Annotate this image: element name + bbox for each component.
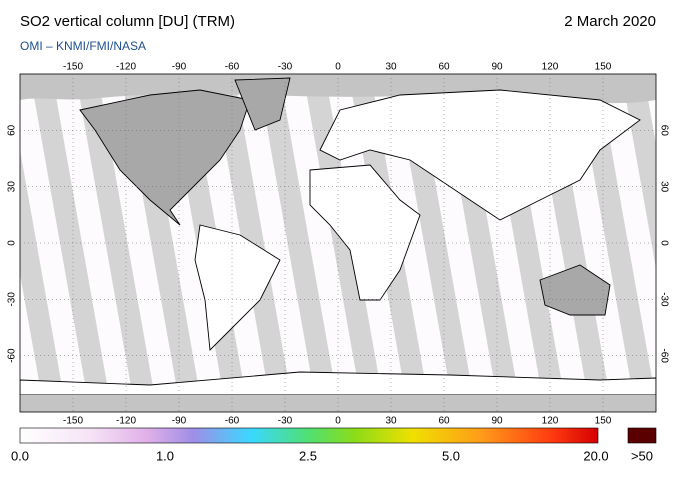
lat-tick-label: 60 bbox=[658, 125, 669, 137]
colorbar-label: 5.0 bbox=[442, 448, 460, 463]
lon-tick-label: 120 bbox=[542, 416, 559, 427]
lon-tick-label: 150 bbox=[595, 416, 612, 427]
lon-tick-label: -150 bbox=[63, 62, 83, 73]
lat-tick-label: -30 bbox=[7, 292, 18, 307]
lat-tick-label: -60 bbox=[658, 348, 669, 363]
lon-tick-label: -30 bbox=[278, 416, 293, 427]
lon-tick-label: -30 bbox=[278, 62, 293, 73]
lat-tick-label: -60 bbox=[7, 348, 18, 363]
colorbar-label: >50 bbox=[631, 448, 653, 463]
orbit-gap bbox=[257, 74, 340, 412]
lon-tick-label: 90 bbox=[491, 62, 503, 73]
colorbar-overflow bbox=[627, 427, 657, 444]
date: 2 March 2020 bbox=[564, 13, 656, 30]
lat-tick-label: 0 bbox=[658, 240, 669, 246]
coastlines bbox=[20, 77, 656, 396]
lon-tick-label: -120 bbox=[116, 416, 136, 427]
lon-tick-label: 90 bbox=[491, 416, 503, 427]
lon-tick-label: -150 bbox=[63, 416, 83, 427]
lon-tick-label: 150 bbox=[595, 62, 612, 73]
africa bbox=[309, 164, 421, 301]
polar-no-data bbox=[20, 395, 656, 412]
eurasia bbox=[319, 89, 641, 221]
lon-tick-label: 0 bbox=[335, 416, 341, 427]
colorbar-label: 1.0 bbox=[156, 448, 174, 463]
lat-tick-label: 60 bbox=[7, 124, 18, 136]
lon-tick-label: 120 bbox=[542, 62, 559, 73]
lon-tick-label: -60 bbox=[225, 416, 240, 427]
orbit-gap bbox=[30, 74, 112, 412]
lat-tick-label: -30 bbox=[658, 292, 669, 307]
colorbar-label: 20.0 bbox=[583, 448, 608, 463]
lat-tick-label: 30 bbox=[7, 181, 18, 193]
australia bbox=[539, 264, 611, 316]
north-america bbox=[79, 89, 251, 226]
lat-tick-label: 30 bbox=[658, 181, 669, 193]
lon-tick-label: -120 bbox=[116, 62, 136, 73]
lon-tick-label: -60 bbox=[225, 62, 240, 73]
lon-tick-label: 0 bbox=[335, 62, 341, 73]
orbit-gap bbox=[20, 150, 67, 412]
credit: OMI – KNMI/FMI/NASA bbox=[20, 39, 146, 53]
colorbar-label: 0.0 bbox=[11, 448, 29, 463]
south-america bbox=[194, 224, 281, 351]
lon-tick-label: -90 bbox=[172, 62, 187, 73]
lon-tick-label: -90 bbox=[172, 416, 187, 427]
title: SO2 vertical column [DU] (TRM) bbox=[20, 13, 235, 30]
lon-tick-label: 30 bbox=[385, 62, 397, 73]
colorbar bbox=[19, 427, 599, 444]
colorbar-label: 2.5 bbox=[299, 448, 317, 463]
greenland bbox=[234, 77, 291, 131]
lat-tick-label: 0 bbox=[7, 240, 18, 246]
lon-tick-label: 60 bbox=[438, 416, 450, 427]
lon-tick-label: 30 bbox=[385, 416, 397, 427]
lon-tick-label: 60 bbox=[438, 62, 450, 73]
